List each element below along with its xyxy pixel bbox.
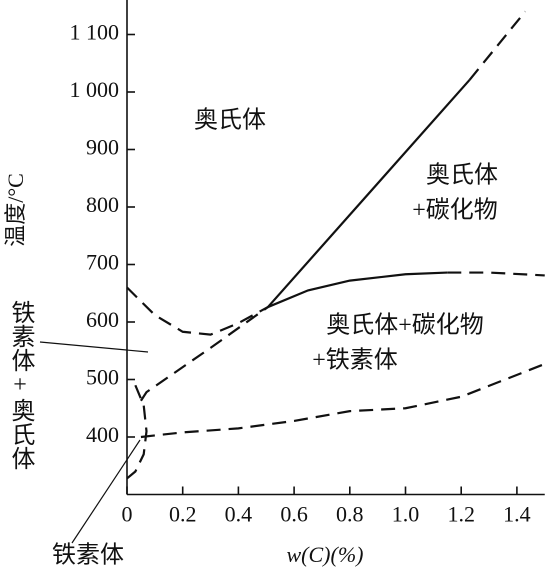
x-tick-label: 1.0 (392, 502, 420, 527)
leader-line (39, 341, 149, 353)
x-tick-label: 0.4 (225, 502, 253, 527)
x-tick-label: 0 (122, 502, 133, 527)
leader-line (71, 439, 141, 544)
y-tick-label: 600 (86, 307, 119, 332)
region-label: +碳化物 (412, 197, 498, 224)
phase-boundary (140, 306, 269, 402)
phase-boundary (126, 286, 269, 336)
region-label: 奥氏体 (426, 162, 498, 189)
y-tick-label: 500 (86, 365, 119, 390)
y-tick-label: 800 (86, 192, 119, 217)
x-axis-label: w(C)(%) (287, 542, 364, 567)
x-tick-label: 1.4 (503, 502, 531, 527)
phase-boundary (140, 362, 546, 439)
x-tick-label: 0.8 (336, 502, 364, 527)
x-tick-label: 0.6 (280, 502, 308, 527)
y-tick-label: 1 100 (70, 20, 120, 45)
phase-boundary (447, 271, 545, 277)
phase-boundary (267, 79, 471, 308)
y-tick-label: 700 (86, 250, 119, 275)
region-label: 奥氏体 (194, 107, 266, 134)
phase-boundary (126, 384, 148, 480)
y-tick-label: 1 000 (70, 77, 120, 102)
x-tick-label: 0.2 (169, 502, 197, 527)
phase-boundary (468, 10, 527, 81)
y-tick-label: 400 (86, 422, 119, 447)
region-label: +铁素体 (312, 347, 398, 374)
y-tick-label: 900 (86, 135, 119, 160)
region-label: 铁素体 (52, 542, 124, 569)
region-labels: 奥氏体 奥氏体 +碳化物 奥氏体+碳化物 +铁素体 铁素体+奥氏体 铁素体 (7, 107, 498, 569)
x-tick-label: 1.2 (447, 502, 475, 527)
region-label: 铁素体+奥氏体 (7, 300, 35, 470)
region-label: 奥氏体+碳化物 (326, 312, 484, 339)
phase-boundary (267, 271, 448, 309)
y-axis-label: 温度/°C (3, 173, 28, 247)
